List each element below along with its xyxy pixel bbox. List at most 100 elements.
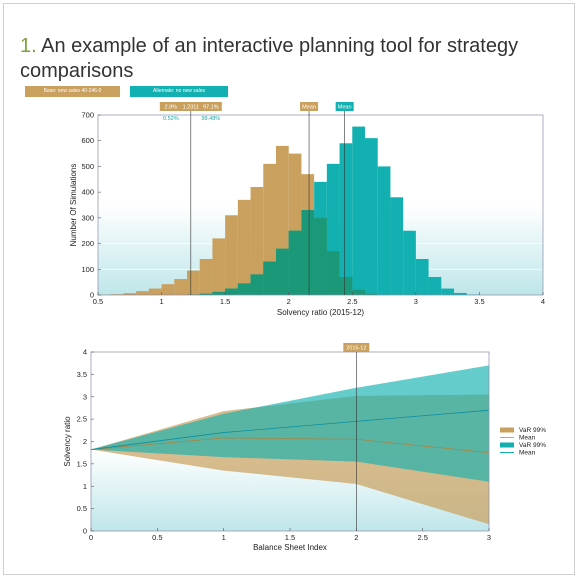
x-tick-label: 0: [89, 533, 93, 542]
threshold-value: 1.2311: [183, 105, 199, 111]
base-bar: [161, 284, 175, 295]
y-ticks: 0 0.5 1 1.5 2 2.5 3 3.5 4: [77, 348, 94, 536]
x-tick-label: 1: [159, 297, 163, 306]
y-tick-label: 2: [83, 437, 87, 446]
mean-base-label: Mean: [302, 105, 316, 111]
x-tick-label: 0.5: [93, 297, 103, 306]
y-axis-label: Number Of Simulations: [69, 164, 78, 247]
overlap-bar: [326, 251, 340, 295]
base-bar: [237, 199, 251, 295]
overlap-bar: [212, 291, 226, 295]
title-text: An example of an interactive planning to…: [20, 35, 519, 82]
base-bar: [123, 293, 137, 295]
y-tick-label: 0: [83, 527, 87, 536]
y-tick-label: 500: [81, 162, 94, 171]
y-ticks: 0 100 200 300 400 500 600 700: [81, 111, 101, 300]
legend-label: Mean: [519, 450, 536, 457]
overlap-bar: [263, 261, 276, 295]
base-bar: [250, 187, 264, 295]
x-tick-label: 3.5: [474, 297, 484, 306]
alternate-bar: [339, 143, 353, 295]
threshold-base-right: 97.1%: [203, 105, 219, 111]
alternate-bar: [454, 292, 467, 295]
title-number: 1.: [20, 35, 37, 57]
y-tick-label: 700: [81, 111, 94, 120]
alternate-mean-line: [90, 409, 490, 450]
x-axis-label: Balance Sheet Index: [253, 543, 327, 552]
alternate-bar: [441, 288, 454, 295]
overlap-bars: [187, 210, 391, 295]
threshold-alt-left: 0.52%: [163, 116, 179, 122]
overlap-bar: [276, 248, 289, 295]
x-ticks: 0.5 1 1.5 2 2.5 3 3.5 4: [93, 292, 545, 306]
overlap-bar: [352, 289, 365, 295]
plot-frame: [97, 114, 544, 296]
y-tick-label: 200: [81, 239, 94, 248]
mean-alt-label: Mean: [338, 105, 352, 111]
y-tick-label: 300: [81, 213, 94, 222]
threshold-alt-right: 99.48%: [201, 116, 220, 122]
alternate-bar: [428, 277, 442, 295]
mean-alt-box: [335, 102, 354, 111]
alternate-strategy-button[interactable]: Alternate: no new sales: [130, 86, 228, 97]
y-tick-label: 1.5: [77, 459, 87, 468]
figure-frame: [3, 3, 575, 575]
alternate-bar: [352, 126, 365, 295]
legend-swatch-box: [500, 427, 514, 433]
threshold-base-box: [159, 102, 222, 111]
base-bar: [174, 279, 187, 295]
page-title: 1. An example of an interactive planning…: [20, 34, 560, 84]
base-bar: [187, 270, 200, 295]
y-tick-label: 2.5: [77, 415, 87, 424]
alternate-bar: [403, 230, 416, 295]
overlap-bar: [365, 293, 378, 295]
y-tick-label: 0: [90, 291, 94, 300]
x-tick-label: 1.5: [220, 297, 230, 306]
overlap-bar: [301, 210, 315, 295]
y-tick-label: 400: [81, 188, 94, 197]
alternate-bar: [415, 259, 429, 295]
base-mean-line: [90, 437, 490, 454]
y-tick-label: 0.5: [77, 504, 87, 513]
mean-base-box: [300, 102, 319, 111]
alternate-bar: [390, 197, 404, 295]
legend-label: Mean: [519, 435, 536, 442]
x-ticks: 0 0.5 1 1.5 2 2.5 3: [89, 528, 491, 542]
date-marker-label: 2015-12: [346, 346, 366, 352]
y-axis-label: Solvency ratio: [63, 416, 72, 467]
base-bar: [199, 259, 213, 295]
legend-label: VaR 99%: [519, 442, 546, 449]
x-tick-label: 2: [287, 297, 291, 306]
base-bar: [110, 294, 124, 295]
x-tick-label: 1: [222, 533, 226, 542]
overlap-bar: [288, 230, 302, 295]
base-strategy-button[interactable]: Base: new sales 40-246-0: [25, 86, 120, 97]
x-tick-label: 3: [487, 533, 491, 542]
y-tick-label: 1: [83, 482, 87, 491]
alternate-bar: [377, 166, 391, 295]
y-tick-label: 4: [83, 348, 87, 357]
y-tick-label: 3.5: [77, 370, 87, 379]
base-bar: [148, 288, 162, 295]
x-tick-label: 2.5: [417, 533, 427, 542]
legend-swatch-box: [500, 442, 514, 448]
overlap-bar: [225, 288, 238, 295]
overlap-bar: [339, 277, 353, 295]
x-tick-label: 2: [354, 533, 358, 542]
base-bar: [212, 238, 226, 295]
y-tick-label: 3: [83, 392, 87, 401]
x-tick-label: 2.5: [347, 297, 357, 306]
x-tick-label: 4: [541, 297, 545, 306]
base-bar: [136, 291, 149, 295]
overlap-bar: [237, 283, 251, 295]
overlap-bar: [250, 274, 264, 295]
y-tick-label: 600: [81, 136, 94, 145]
alternate-bar: [365, 138, 378, 295]
legend-label: VaR 99%: [519, 427, 546, 434]
overlap-bar: [199, 293, 213, 295]
threshold-base-left: 2.9%: [165, 105, 178, 111]
x-tick-label: 1.5: [285, 533, 295, 542]
